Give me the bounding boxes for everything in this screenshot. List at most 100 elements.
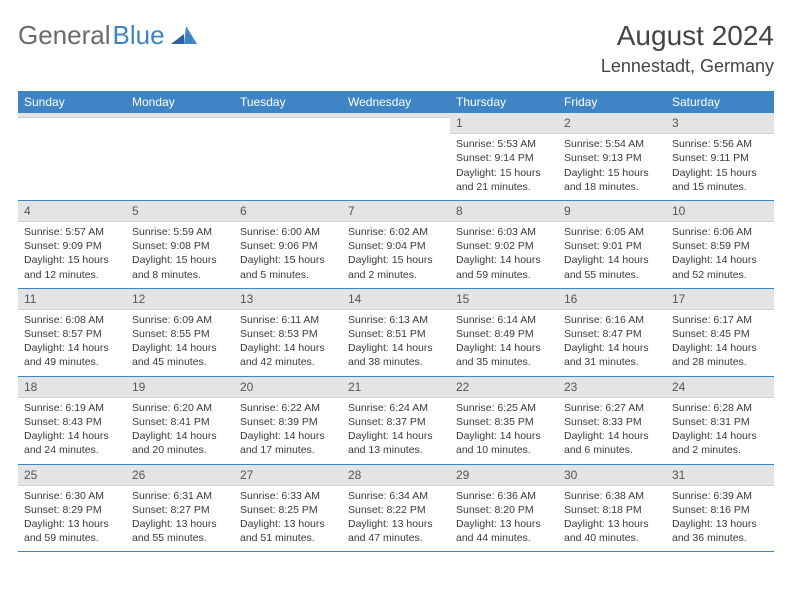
daylight-line: Daylight: 14 hours and 45 minutes. — [132, 341, 228, 369]
day-number: 10 — [666, 201, 774, 222]
day-body: Sunrise: 6:38 AMSunset: 8:18 PMDaylight:… — [558, 486, 666, 552]
logo-text-2: Blue — [113, 20, 165, 51]
sunrise-line: Sunrise: 6:08 AM — [24, 313, 120, 327]
daylight-line: Daylight: 13 hours and 40 minutes. — [564, 517, 660, 545]
day-number: 17 — [666, 289, 774, 310]
day-number: 16 — [558, 289, 666, 310]
sunset-line: Sunset: 8:43 PM — [24, 415, 120, 429]
day-number: 23 — [558, 377, 666, 398]
sunset-line: Sunset: 8:20 PM — [456, 503, 552, 517]
sunset-line: Sunset: 8:31 PM — [672, 415, 768, 429]
day-number: 6 — [234, 201, 342, 222]
sunrise-line: Sunrise: 6:19 AM — [24, 401, 120, 415]
day-cell: 11Sunrise: 6:08 AMSunset: 8:57 PMDayligh… — [18, 289, 126, 376]
sunrise-line: Sunrise: 6:30 AM — [24, 489, 120, 503]
sunrise-line: Sunrise: 6:38 AM — [564, 489, 660, 503]
day-number: 2 — [558, 113, 666, 134]
day-body — [18, 118, 126, 127]
day-number: 29 — [450, 465, 558, 486]
day-number: 1 — [450, 113, 558, 134]
daylight-line: Daylight: 14 hours and 31 minutes. — [564, 341, 660, 369]
day-body: Sunrise: 6:13 AMSunset: 8:51 PMDaylight:… — [342, 310, 450, 376]
daylight-line: Daylight: 14 hours and 13 minutes. — [348, 429, 444, 457]
sunset-line: Sunset: 9:04 PM — [348, 239, 444, 253]
day-cell: 6Sunrise: 6:00 AMSunset: 9:06 PMDaylight… — [234, 201, 342, 288]
day-cell: 24Sunrise: 6:28 AMSunset: 8:31 PMDayligh… — [666, 377, 774, 464]
day-cell: 10Sunrise: 6:06 AMSunset: 8:59 PMDayligh… — [666, 201, 774, 288]
sunset-line: Sunset: 8:47 PM — [564, 327, 660, 341]
day-body: Sunrise: 6:39 AMSunset: 8:16 PMDaylight:… — [666, 486, 774, 552]
sunrise-line: Sunrise: 6:27 AM — [564, 401, 660, 415]
sunset-line: Sunset: 8:55 PM — [132, 327, 228, 341]
day-number: 20 — [234, 377, 342, 398]
sunset-line: Sunset: 8:49 PM — [456, 327, 552, 341]
day-number: 15 — [450, 289, 558, 310]
daylight-line: Daylight: 14 hours and 17 minutes. — [240, 429, 336, 457]
week-row: 25Sunrise: 6:30 AMSunset: 8:29 PMDayligh… — [18, 465, 774, 553]
day-body: Sunrise: 6:19 AMSunset: 8:43 PMDaylight:… — [18, 398, 126, 464]
sunrise-line: Sunrise: 5:54 AM — [564, 137, 660, 151]
day-cell — [18, 113, 126, 200]
daylight-line: Daylight: 14 hours and 49 minutes. — [24, 341, 120, 369]
daylight-line: Daylight: 15 hours and 15 minutes. — [672, 166, 768, 194]
sunrise-line: Sunrise: 6:20 AM — [132, 401, 228, 415]
day-cell: 23Sunrise: 6:27 AMSunset: 8:33 PMDayligh… — [558, 377, 666, 464]
daylight-line: Daylight: 14 hours and 10 minutes. — [456, 429, 552, 457]
calendar-page: GeneralBlue August 2024 Lennestadt, Germ… — [0, 0, 792, 572]
sunset-line: Sunset: 8:53 PM — [240, 327, 336, 341]
sunrise-line: Sunrise: 6:28 AM — [672, 401, 768, 415]
sunrise-line: Sunrise: 6:16 AM — [564, 313, 660, 327]
sunrise-line: Sunrise: 6:05 AM — [564, 225, 660, 239]
sunset-line: Sunset: 8:37 PM — [348, 415, 444, 429]
daylight-line: Daylight: 14 hours and 38 minutes. — [348, 341, 444, 369]
day-cell: 1Sunrise: 5:53 AMSunset: 9:14 PMDaylight… — [450, 113, 558, 200]
day-body: Sunrise: 6:34 AMSunset: 8:22 PMDaylight:… — [342, 486, 450, 552]
daylight-line: Daylight: 15 hours and 18 minutes. — [564, 166, 660, 194]
day-body: Sunrise: 6:36 AMSunset: 8:20 PMDaylight:… — [450, 486, 558, 552]
day-cell: 31Sunrise: 6:39 AMSunset: 8:16 PMDayligh… — [666, 465, 774, 552]
week-row: 11Sunrise: 6:08 AMSunset: 8:57 PMDayligh… — [18, 289, 774, 377]
day-number: 11 — [18, 289, 126, 310]
day-cell: 18Sunrise: 6:19 AMSunset: 8:43 PMDayligh… — [18, 377, 126, 464]
day-body — [126, 118, 234, 127]
day-number: 14 — [342, 289, 450, 310]
weekday-label: Saturday — [666, 91, 774, 113]
weekday-label: Sunday — [18, 91, 126, 113]
day-body: Sunrise: 6:24 AMSunset: 8:37 PMDaylight:… — [342, 398, 450, 464]
day-body: Sunrise: 5:53 AMSunset: 9:14 PMDaylight:… — [450, 134, 558, 200]
daylight-line: Daylight: 13 hours and 59 minutes. — [24, 517, 120, 545]
day-body: Sunrise: 6:25 AMSunset: 8:35 PMDaylight:… — [450, 398, 558, 464]
weekday-label: Friday — [558, 91, 666, 113]
weekday-label: Tuesday — [234, 91, 342, 113]
sunrise-line: Sunrise: 6:14 AM — [456, 313, 552, 327]
sunset-line: Sunset: 8:41 PM — [132, 415, 228, 429]
day-body: Sunrise: 6:11 AMSunset: 8:53 PMDaylight:… — [234, 310, 342, 376]
sunrise-line: Sunrise: 5:57 AM — [24, 225, 120, 239]
sunrise-line: Sunrise: 6:24 AM — [348, 401, 444, 415]
day-body: Sunrise: 6:06 AMSunset: 8:59 PMDaylight:… — [666, 222, 774, 288]
sunrise-line: Sunrise: 6:11 AM — [240, 313, 336, 327]
daylight-line: Daylight: 14 hours and 59 minutes. — [456, 253, 552, 281]
sunset-line: Sunset: 8:16 PM — [672, 503, 768, 517]
day-body: Sunrise: 5:54 AMSunset: 9:13 PMDaylight:… — [558, 134, 666, 200]
weekday-label: Monday — [126, 91, 234, 113]
daylight-line: Daylight: 14 hours and 35 minutes. — [456, 341, 552, 369]
day-cell: 14Sunrise: 6:13 AMSunset: 8:51 PMDayligh… — [342, 289, 450, 376]
day-cell: 13Sunrise: 6:11 AMSunset: 8:53 PMDayligh… — [234, 289, 342, 376]
day-cell: 8Sunrise: 6:03 AMSunset: 9:02 PMDaylight… — [450, 201, 558, 288]
day-body: Sunrise: 6:33 AMSunset: 8:25 PMDaylight:… — [234, 486, 342, 552]
sunset-line: Sunset: 8:51 PM — [348, 327, 444, 341]
day-cell: 7Sunrise: 6:02 AMSunset: 9:04 PMDaylight… — [342, 201, 450, 288]
daylight-line: Daylight: 15 hours and 2 minutes. — [348, 253, 444, 281]
day-cell: 29Sunrise: 6:36 AMSunset: 8:20 PMDayligh… — [450, 465, 558, 552]
sunset-line: Sunset: 9:14 PM — [456, 151, 552, 165]
day-cell: 28Sunrise: 6:34 AMSunset: 8:22 PMDayligh… — [342, 465, 450, 552]
daylight-line: Daylight: 15 hours and 8 minutes. — [132, 253, 228, 281]
day-body: Sunrise: 6:00 AMSunset: 9:06 PMDaylight:… — [234, 222, 342, 288]
sunset-line: Sunset: 8:39 PM — [240, 415, 336, 429]
sunrise-line: Sunrise: 6:31 AM — [132, 489, 228, 503]
sunrise-line: Sunrise: 6:17 AM — [672, 313, 768, 327]
day-number: 5 — [126, 201, 234, 222]
daylight-line: Daylight: 14 hours and 2 minutes. — [672, 429, 768, 457]
day-body: Sunrise: 6:30 AMSunset: 8:29 PMDaylight:… — [18, 486, 126, 552]
